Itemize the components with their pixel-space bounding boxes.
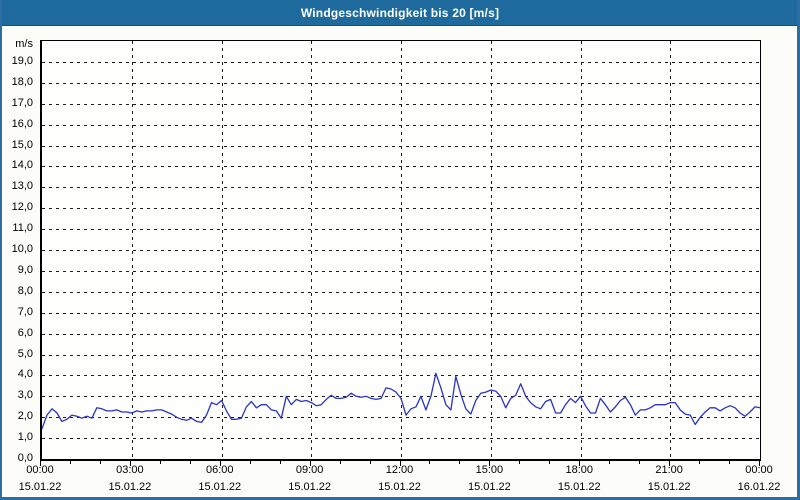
y-axis-tick-label: 2,0: [17, 410, 33, 423]
vertical-gridline: [401, 41, 402, 459]
x-axis-date-label: 15.01.22: [557, 481, 601, 493]
x-axis-minor-tick: [189, 461, 191, 464]
vertical-gridline: [221, 41, 223, 459]
x-axis-major-tick: [669, 461, 671, 466]
y-axis-tick-label: 13,0: [11, 180, 33, 193]
x-axis-time-label: 21:00: [655, 464, 683, 476]
x-axis-time-label: 09:00: [295, 464, 324, 476]
window-border-bottom: [0, 497, 800, 500]
x-axis-major-tick: [489, 461, 491, 466]
y-axis-tick-label: 3,0: [17, 389, 33, 402]
y-axis-tick-label: 7,0: [17, 305, 33, 318]
y-axis-tick-label: 9,0: [17, 263, 33, 276]
x-axis-major-tick: [219, 461, 221, 466]
window-title-text: Windgeschwindigkeit bis 20 [m/s]: [300, 5, 500, 20]
x-axis-time-label: 03:00: [116, 464, 144, 476]
y-axis-tick-label: 19,0: [11, 54, 33, 67]
x-axis-time-label: 12:00: [385, 464, 414, 476]
x-axis-minor-tick: [549, 461, 551, 464]
x-axis-time-label: 00:00: [26, 464, 54, 476]
y-axis-unit-label: m/s: [15, 38, 33, 50]
y-axis-tick-label: 16,0: [11, 117, 33, 130]
x-axis-date-label: 15.01.22: [378, 481, 421, 493]
y-axis-tick-label: 1,0: [17, 431, 33, 444]
y-axis-tick-label: 17,0: [11, 96, 33, 109]
y-axis-tick-label: 4,0: [17, 368, 33, 381]
x-axis-major-tick: [759, 461, 760, 466]
x-axis-major-tick: [579, 461, 581, 466]
window-title-bar: Windgeschwindigkeit bis 20 [m/s]: [0, 0, 800, 26]
vertical-gridline: [311, 41, 313, 459]
x-axis-ticks: [40, 461, 760, 467]
x-axis-date-label: 15.01.22: [108, 481, 152, 493]
vertical-gridline: [580, 41, 582, 459]
y-axis-tick-label: 8,0: [17, 284, 33, 297]
x-axis-date-label: 16.01.22: [737, 481, 781, 493]
wind-speed-line: [42, 372, 760, 430]
y-axis-tick-label: 0,0: [17, 452, 33, 464]
plot-area: [40, 40, 761, 461]
y-axis-labels: 0,0 1,0 2,0 3,0 4,0 5,0 6,0 7,0 8,0 9,0 10,0 11,0 12…: [0, 40, 36, 464]
window-border-right: [797, 0, 800, 500]
x-axis-time-label: 06:00: [205, 464, 234, 476]
x-axis-labels: 00:00 15.01.22 03:00 15.01.22 06:00 15.01.22 0…: [19, 464, 781, 498]
x-axis-minor-tick: [279, 461, 281, 464]
x-axis-major-tick: [129, 461, 131, 466]
y-axis-tick-label: 6,0: [17, 326, 33, 339]
x-axis-minor-tick: [99, 461, 101, 464]
x-axis-date-label: 15.01.22: [288, 481, 332, 493]
x-axis-date-label: 15.01.22: [647, 481, 691, 493]
window-border-left: [0, 0, 2, 500]
x-axis-minor-tick: [459, 461, 461, 464]
wind-speed-chart: [42, 372, 760, 430]
x-axis-time-label: 18:00: [565, 464, 594, 476]
x-axis-minor-tick: [159, 461, 161, 464]
y-axis-tick-label: 10,0: [11, 243, 33, 255]
x-axis-minor-tick: [69, 461, 71, 464]
y-axis-tick-label: 18,0: [11, 75, 33, 88]
x-axis-minor-tick: [249, 461, 251, 464]
x-axis-date-label: 15.01.22: [198, 481, 242, 493]
y-axis-tick-label: 12,0: [11, 201, 33, 214]
x-axis-minor-tick: [639, 461, 641, 464]
vertical-gridline: [670, 41, 672, 459]
x-axis-date-label: 15.01.22: [18, 481, 62, 493]
y-axis-tick-label: 5,0: [17, 347, 33, 360]
x-axis-date-label: 15.01.22: [467, 481, 511, 493]
x-axis-minor-tick: [339, 461, 341, 464]
x-axis-major-tick: [309, 461, 311, 466]
x-axis-time-label: 00:00: [745, 464, 773, 476]
x-axis-major-tick: [40, 461, 41, 466]
y-axis-tick-label: 15,0: [11, 138, 33, 151]
x-axis-minor-tick: [369, 461, 371, 464]
x-axis-minor-tick: [429, 461, 431, 464]
x-axis-major-tick: [399, 461, 401, 466]
x-axis-minor-tick: [519, 461, 521, 464]
vertical-gridline: [490, 41, 492, 459]
x-axis-minor-tick: [699, 461, 701, 464]
x-axis-time-label: 15:00: [475, 464, 504, 476]
vertical-gridline: [131, 41, 133, 459]
y-axis-tick-label: 11,0: [12, 222, 33, 235]
y-axis-tick-label: 14,0: [11, 159, 33, 172]
x-axis-minor-tick: [609, 461, 611, 464]
x-axis-minor-tick: [729, 461, 731, 464]
